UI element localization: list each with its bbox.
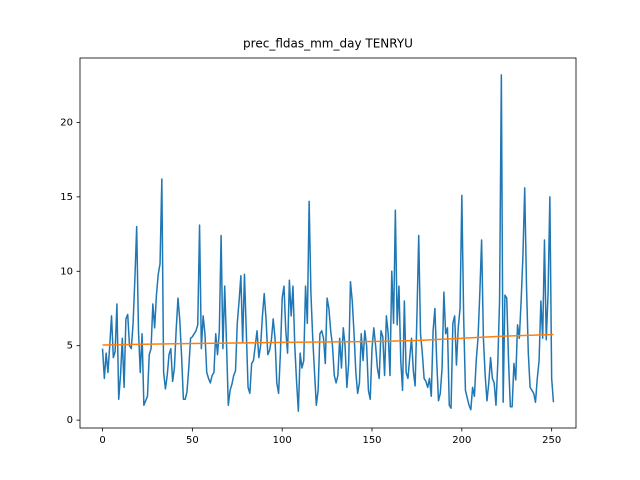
y-tick-label: 15 [60,192,73,203]
x-tick-label: 0 [99,435,105,446]
x-tick-label: 200 [452,435,471,446]
x-tick-label: 100 [273,435,292,446]
y-tick-label: 10 [60,266,73,277]
y-tick-label: 0 [67,415,73,426]
plot-frame [79,57,577,429]
y-tick-label: 5 [67,341,73,352]
data-line [102,333,554,346]
x-tick-label: 150 [362,435,381,446]
data-line [101,74,555,412]
y-tick-label: 20 [60,117,73,128]
x-tick-label: 50 [186,435,199,446]
x-tick-label: 250 [542,435,561,446]
chart-title: prec_fldas_mm_day TENRYU [243,37,413,51]
